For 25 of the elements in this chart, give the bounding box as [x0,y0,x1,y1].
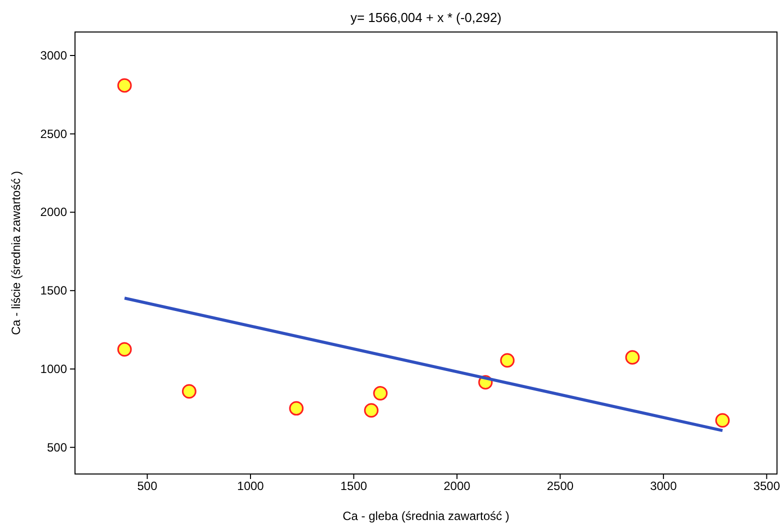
point [500,353,515,368]
y-axis-title: Ca - liście (średnia zawartość ) [9,170,23,336]
x-tick-label: 2000 [444,479,471,493]
point [625,350,640,365]
point [373,386,388,400]
point [289,401,304,416]
chart-title: y= 1566,004 + x * (-0,292) [350,10,502,25]
y-tick-label: 1500 [40,284,68,298]
x-tick-label: 1500 [340,479,368,493]
y-tick-label: 3000 [40,48,68,63]
point [715,413,730,428]
y-tick-label: 1000 [40,362,68,376]
x-tick-label: 3000 [650,479,678,493]
x-tick-label: 1000 [237,479,264,493]
y-tick-label: 500 [46,440,68,454]
x-tick-label: 500 [137,479,158,493]
x-tick-label: 2500 [546,479,574,493]
y-tick-label: 2000 [40,205,68,220]
point [117,342,132,357]
y-tick-label: 2500 [40,126,68,141]
point [117,78,132,93]
x-tick-label: 3500 [753,479,780,493]
x-axis-title: Ca - gleba (średnia zawartość ) [342,509,510,523]
point [182,384,196,399]
point [364,403,379,418]
